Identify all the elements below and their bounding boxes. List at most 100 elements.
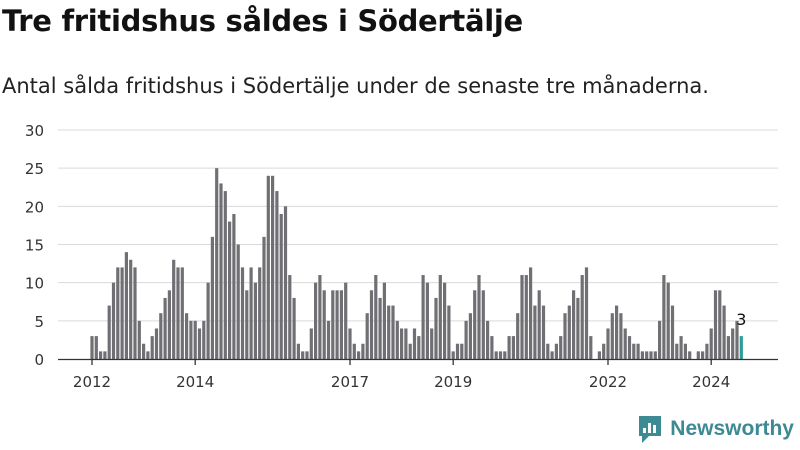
bar (167, 290, 171, 359)
bar (215, 168, 219, 359)
bar (172, 259, 176, 359)
bar (331, 290, 335, 359)
bar (438, 275, 442, 359)
bar (464, 320, 468, 359)
bar (292, 297, 296, 359)
bar (481, 290, 485, 359)
bar (344, 282, 348, 359)
x-tick-label: 2022 (589, 373, 627, 391)
bar (524, 275, 528, 359)
bar (554, 343, 558, 359)
bar (309, 328, 313, 359)
bar (602, 343, 606, 359)
bar (120, 267, 124, 359)
bar (589, 336, 593, 359)
bar (180, 267, 184, 359)
bar (619, 313, 623, 359)
bar (731, 328, 735, 359)
y-tick-label: 15 (25, 237, 44, 255)
bar (103, 351, 107, 359)
y-tick-label: 10 (25, 275, 44, 293)
bar (503, 351, 507, 359)
bar (546, 343, 550, 359)
bar (511, 336, 515, 359)
bar (653, 351, 657, 359)
bar (400, 328, 404, 359)
bar (520, 275, 524, 359)
bar (189, 320, 193, 359)
bar (228, 221, 232, 359)
bar (240, 267, 245, 359)
bar (447, 305, 451, 359)
bar (369, 290, 374, 359)
bar (537, 290, 541, 359)
bar (455, 343, 460, 359)
bar (163, 297, 167, 359)
x-tick-label: 2014 (176, 373, 214, 391)
y-tick-label: 30 (25, 122, 44, 140)
bar (610, 313, 614, 359)
bar (223, 191, 227, 359)
x-tick-label: 2012 (73, 373, 111, 391)
bar (137, 320, 141, 359)
annotations: 3 (736, 310, 746, 329)
bar (365, 313, 369, 359)
bar (584, 267, 589, 359)
bar (576, 297, 580, 359)
x-tick-label: 2017 (331, 373, 369, 391)
bar (111, 282, 116, 359)
bar (322, 290, 326, 359)
x-axis: 2012 2014 2017 2019 2022 2024 (58, 358, 778, 391)
bar (129, 259, 133, 359)
y-tick-label: 0 (34, 351, 44, 369)
bar (713, 290, 718, 359)
bar (735, 320, 739, 359)
bar (533, 305, 537, 359)
bar (666, 282, 670, 359)
y-tick-label: 5 (34, 313, 44, 331)
bar (361, 343, 365, 359)
bar (421, 275, 425, 359)
bar (219, 183, 223, 359)
bar (498, 351, 503, 359)
gridlines (58, 129, 778, 322)
bar (627, 336, 632, 359)
newsworthy-logo-icon (639, 416, 662, 443)
bar (486, 320, 490, 359)
bar (726, 336, 730, 359)
bar (636, 343, 640, 359)
newsworthy-logo-text: Newsworthy (670, 417, 794, 440)
bar (550, 351, 554, 359)
bar (473, 290, 477, 359)
bar (425, 282, 429, 359)
bar (718, 290, 722, 359)
bar (739, 336, 743, 359)
bar (146, 351, 150, 359)
bar (193, 320, 197, 359)
bar (529, 267, 533, 359)
bar (645, 351, 649, 359)
bar (705, 343, 709, 359)
bar (722, 305, 726, 359)
bar (335, 290, 339, 359)
x-tick-label: 2024 (692, 373, 730, 391)
chart-title: Tre fritidshus såldes i Södertälje (2, 4, 523, 38)
bar (615, 305, 619, 359)
bar (701, 351, 705, 359)
bar (99, 351, 103, 359)
bar (279, 213, 283, 359)
bar (434, 297, 438, 359)
bar (150, 336, 154, 359)
bar (296, 343, 300, 359)
bar (541, 305, 546, 359)
bar (275, 191, 279, 359)
bar (206, 282, 210, 359)
bar (477, 275, 481, 359)
bar (245, 290, 249, 359)
bar (357, 351, 361, 359)
bar (387, 305, 391, 359)
bar (468, 313, 472, 359)
bar (210, 236, 214, 359)
bar (649, 351, 653, 359)
